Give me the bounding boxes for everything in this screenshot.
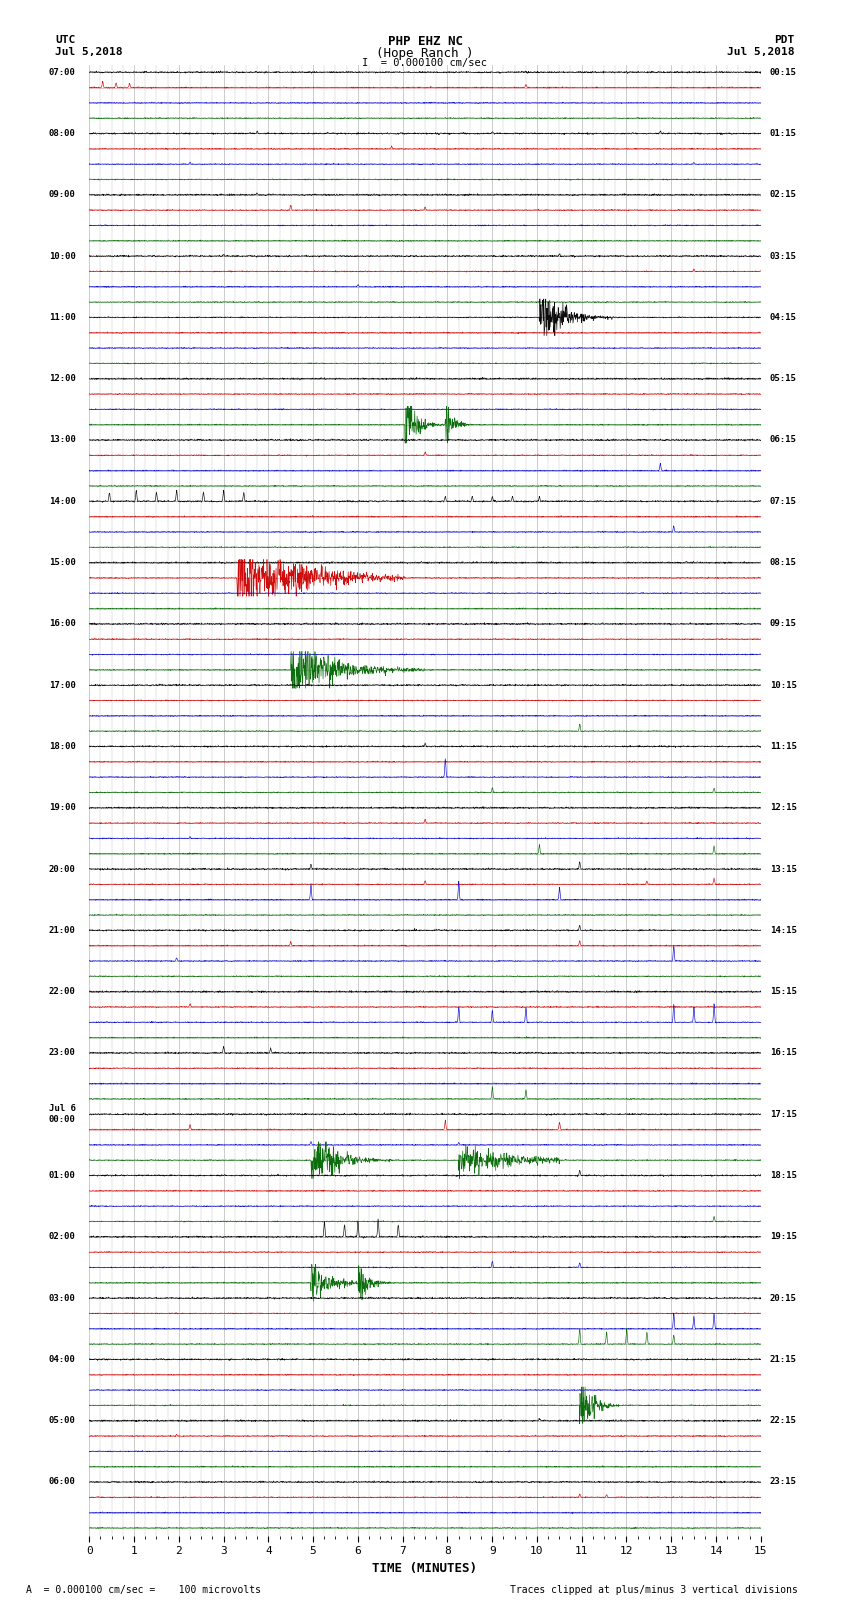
Text: 19:15: 19:15	[770, 1232, 796, 1242]
Text: Jul 5,2018: Jul 5,2018	[55, 47, 122, 56]
Text: Jul 5,2018: Jul 5,2018	[728, 47, 795, 56]
Text: 03:15: 03:15	[770, 252, 796, 261]
Text: 18:00: 18:00	[49, 742, 76, 752]
Text: 07:15: 07:15	[770, 497, 796, 506]
Text: 11:00: 11:00	[49, 313, 76, 323]
Text: 04:00: 04:00	[49, 1355, 76, 1365]
Text: 10:00: 10:00	[49, 252, 76, 261]
Text: 02:00: 02:00	[49, 1232, 76, 1242]
Text: (Hope Ranch ): (Hope Ranch )	[377, 47, 473, 60]
Text: UTC: UTC	[55, 35, 76, 45]
Text: 18:15: 18:15	[770, 1171, 796, 1181]
Text: 06:00: 06:00	[49, 1478, 76, 1487]
Text: 15:00: 15:00	[49, 558, 76, 568]
Text: 22:00: 22:00	[49, 987, 76, 997]
Text: 04:15: 04:15	[770, 313, 796, 323]
Text: 11:15: 11:15	[770, 742, 796, 752]
Text: 12:00: 12:00	[49, 374, 76, 384]
Text: 23:15: 23:15	[770, 1478, 796, 1487]
Text: Jul 6
00:00: Jul 6 00:00	[49, 1105, 76, 1124]
Text: 07:00: 07:00	[49, 68, 76, 77]
Text: 13:15: 13:15	[770, 865, 796, 874]
Text: PHP EHZ NC: PHP EHZ NC	[388, 35, 462, 48]
Text: 21:00: 21:00	[49, 926, 76, 936]
Text: Traces clipped at plus/minus 3 vertical divisions: Traces clipped at plus/minus 3 vertical …	[510, 1586, 798, 1595]
Text: 16:00: 16:00	[49, 619, 76, 629]
Text: 21:15: 21:15	[770, 1355, 796, 1365]
Text: 17:15: 17:15	[770, 1110, 796, 1119]
Text: 14:00: 14:00	[49, 497, 76, 506]
Text: 15:15: 15:15	[770, 987, 796, 997]
Text: 22:15: 22:15	[770, 1416, 796, 1426]
Text: 13:00: 13:00	[49, 436, 76, 445]
Text: 20:15: 20:15	[770, 1294, 796, 1303]
Text: I  = 0.000100 cm/sec: I = 0.000100 cm/sec	[362, 58, 488, 68]
Text: 19:00: 19:00	[49, 803, 76, 813]
Text: 08:00: 08:00	[49, 129, 76, 139]
Text: 23:00: 23:00	[49, 1048, 76, 1058]
Text: 17:00: 17:00	[49, 681, 76, 690]
Text: 05:00: 05:00	[49, 1416, 76, 1426]
Text: 02:15: 02:15	[770, 190, 796, 200]
Text: 10:15: 10:15	[770, 681, 796, 690]
Text: PDT: PDT	[774, 35, 795, 45]
Text: 05:15: 05:15	[770, 374, 796, 384]
Text: 00:15: 00:15	[770, 68, 796, 77]
Text: 16:15: 16:15	[770, 1048, 796, 1058]
Text: 06:15: 06:15	[770, 436, 796, 445]
Text: 01:15: 01:15	[770, 129, 796, 139]
Text: 01:00: 01:00	[49, 1171, 76, 1181]
Text: A  = 0.000100 cm/sec =    100 microvolts: A = 0.000100 cm/sec = 100 microvolts	[26, 1586, 260, 1595]
Text: 14:15: 14:15	[770, 926, 796, 936]
Text: 12:15: 12:15	[770, 803, 796, 813]
Text: 08:15: 08:15	[770, 558, 796, 568]
Text: 09:15: 09:15	[770, 619, 796, 629]
Text: 03:00: 03:00	[49, 1294, 76, 1303]
Text: 09:00: 09:00	[49, 190, 76, 200]
Text: 20:00: 20:00	[49, 865, 76, 874]
X-axis label: TIME (MINUTES): TIME (MINUTES)	[372, 1561, 478, 1574]
